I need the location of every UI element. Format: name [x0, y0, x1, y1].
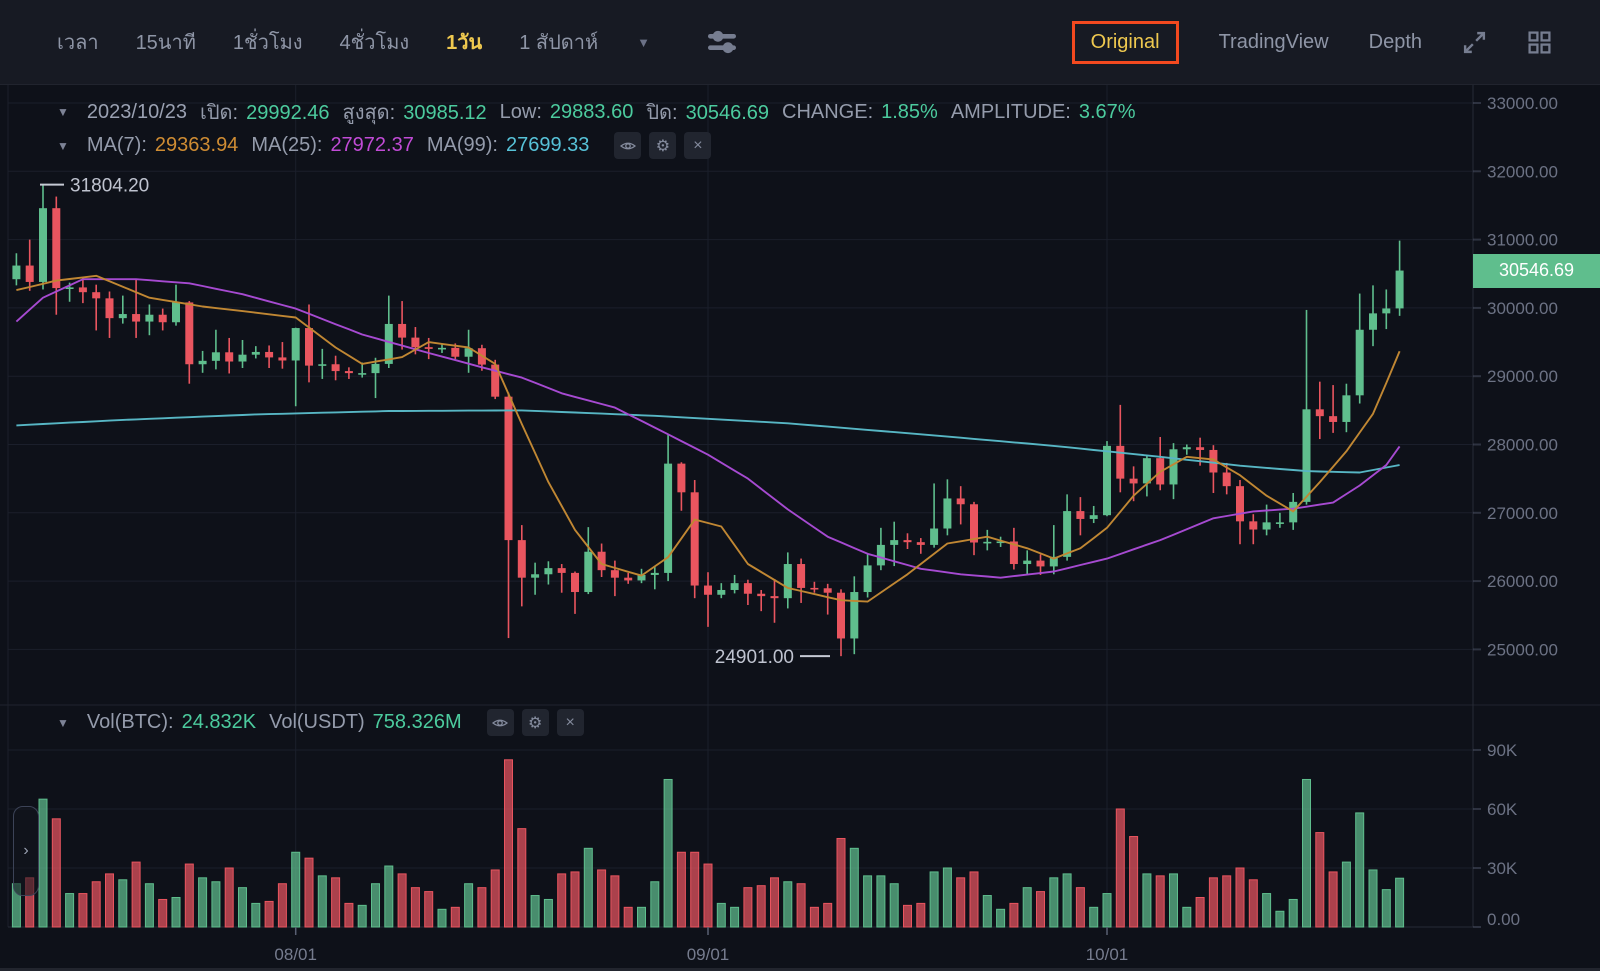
axes: 33000.00 32000.00 31000.00 30000.00 29000.00…: [274, 94, 1557, 964]
interval-time[interactable]: เวลา: [57, 32, 99, 54]
ma-settings-gear-icon[interactable]: ⚙: [649, 132, 677, 159]
layout-grid-icon[interactable]: [1527, 30, 1552, 55]
amplitude-field: AMPLITUDE: 3.67%: [950, 100, 1136, 123]
change-field: CHANGE: 1.85%: [782, 100, 938, 123]
view-original-button[interactable]: Original: [1071, 20, 1179, 64]
fullscreen-expand-icon[interactable]: [1462, 30, 1487, 55]
bottom-edge: [0, 968, 1600, 971]
last-price-badge: 30546.69: [1473, 253, 1600, 288]
svg-text:09/01: 09/01: [687, 945, 730, 964]
interval-1d[interactable]: 1วัน: [446, 32, 483, 54]
svg-text:33000.00: 33000.00: [1487, 94, 1558, 113]
ma-remove-close-icon[interactable]: ×: [684, 132, 712, 159]
high-field: สูงสุด: 30985.12: [342, 102, 487, 124]
gridlines: [0, 85, 1600, 928]
ma-visibility-eye-icon[interactable]: [614, 132, 642, 159]
svg-text:30K: 30K: [1487, 859, 1518, 878]
candle-date: 2023/10/23: [86, 100, 187, 123]
vol-settings-gear-icon[interactable]: ⚙: [521, 709, 549, 736]
annotations: 31804.20 24901.00: [40, 176, 830, 668]
close-field: ปิด: 30546.69: [646, 102, 769, 124]
svg-text:29000.00: 29000.00: [1487, 367, 1558, 386]
svg-text:25000.00: 25000.00: [1487, 640, 1558, 659]
chevron-right-icon: ›: [23, 842, 29, 859]
interval-1h[interactable]: 1ชั่วโมง: [232, 32, 303, 54]
open-field: เปิด: 29992.46: [200, 102, 330, 124]
chart-toolbar: เวลา 15นาที 1ชั่วโมง 4ชั่วโมง 1วัน 1 สัป…: [0, 0, 1600, 85]
svg-text:90K: 90K: [1487, 741, 1518, 760]
panel-expand-tab[interactable]: ›: [13, 806, 39, 896]
ohlc-collapse-caret-icon[interactable]: ▼: [57, 105, 69, 119]
ma-indicator-row: ▼ MA(7): 29363.94 MA(25): 27972.37 MA(99):…: [57, 132, 712, 159]
svg-text:31804.20: 31804.20: [70, 176, 149, 197]
svg-text:27000.00: 27000.00: [1487, 504, 1558, 523]
svg-text:32000.00: 32000.00: [1487, 162, 1558, 181]
svg-text:28000.00: 28000.00: [1487, 436, 1558, 455]
more-intervals-caret-icon[interactable]: ▼: [637, 34, 651, 50]
view-selector: Original TradingView Depth: [1071, 20, 1552, 64]
vol-usdt-field: Vol(USDT) 758.326M: [269, 711, 462, 733]
vol-collapse-caret-icon[interactable]: ▼: [57, 715, 69, 730]
svg-text:31000.00: 31000.00: [1487, 231, 1558, 250]
ohlc-info-row: ▼ 2023/10/23 เปิด: 29992.46 สูงสุด: 30985.…: [57, 96, 1136, 128]
ma-collapse-caret-icon[interactable]: ▼: [57, 138, 69, 153]
ma-lines: [15, 274, 1401, 603]
vol-controls: ⚙ ×: [486, 709, 584, 736]
vol-remove-close-icon[interactable]: ×: [556, 709, 584, 736]
ma-controls: ⚙ ×: [614, 132, 712, 159]
svg-text:30000.00: 30000.00: [1487, 299, 1558, 318]
svg-text:10/01: 10/01: [1086, 945, 1129, 964]
indicator-settings-icon[interactable]: [707, 29, 737, 55]
interval-4h[interactable]: 4ชั่วโมง: [339, 32, 410, 54]
svg-text:60K: 60K: [1487, 800, 1518, 819]
interval-15m[interactable]: 15นาที: [135, 32, 196, 54]
vol-visibility-eye-icon[interactable]: [486, 709, 514, 736]
ma7-field: MA(7): 29363.94: [86, 134, 239, 156]
svg-text:24901.00: 24901.00: [715, 647, 794, 668]
ma25-field: MA(25): 27972.37: [251, 134, 414, 156]
vol-btc-field: Vol(BTC): 24.832K: [86, 711, 257, 733]
interval-selector: เวลา 15นาที 1ชั่วโมง 4ชั่วโมง 1วัน 1 สัป…: [57, 26, 737, 58]
ma99-field: MA(99): 27699.33: [426, 134, 590, 156]
volume-bars: [11, 759, 1405, 928]
candles: [12, 184, 1404, 657]
svg-text:08/01: 08/01: [274, 945, 317, 964]
interval-1w[interactable]: 1 สัปดาห์: [519, 32, 599, 54]
svg-text:26000.00: 26000.00: [1487, 572, 1558, 591]
low-field: Low: 29883.60: [499, 100, 634, 123]
view-depth-button[interactable]: Depth: [1368, 30, 1422, 53]
volume-indicator-row: ▼ Vol(BTC): 24.832K Vol(USDT) 758.326M ⚙ ×: [57, 709, 584, 736]
view-tradingview-button[interactable]: TradingView: [1218, 30, 1329, 53]
svg-text:0.00: 0.00: [1487, 910, 1520, 929]
